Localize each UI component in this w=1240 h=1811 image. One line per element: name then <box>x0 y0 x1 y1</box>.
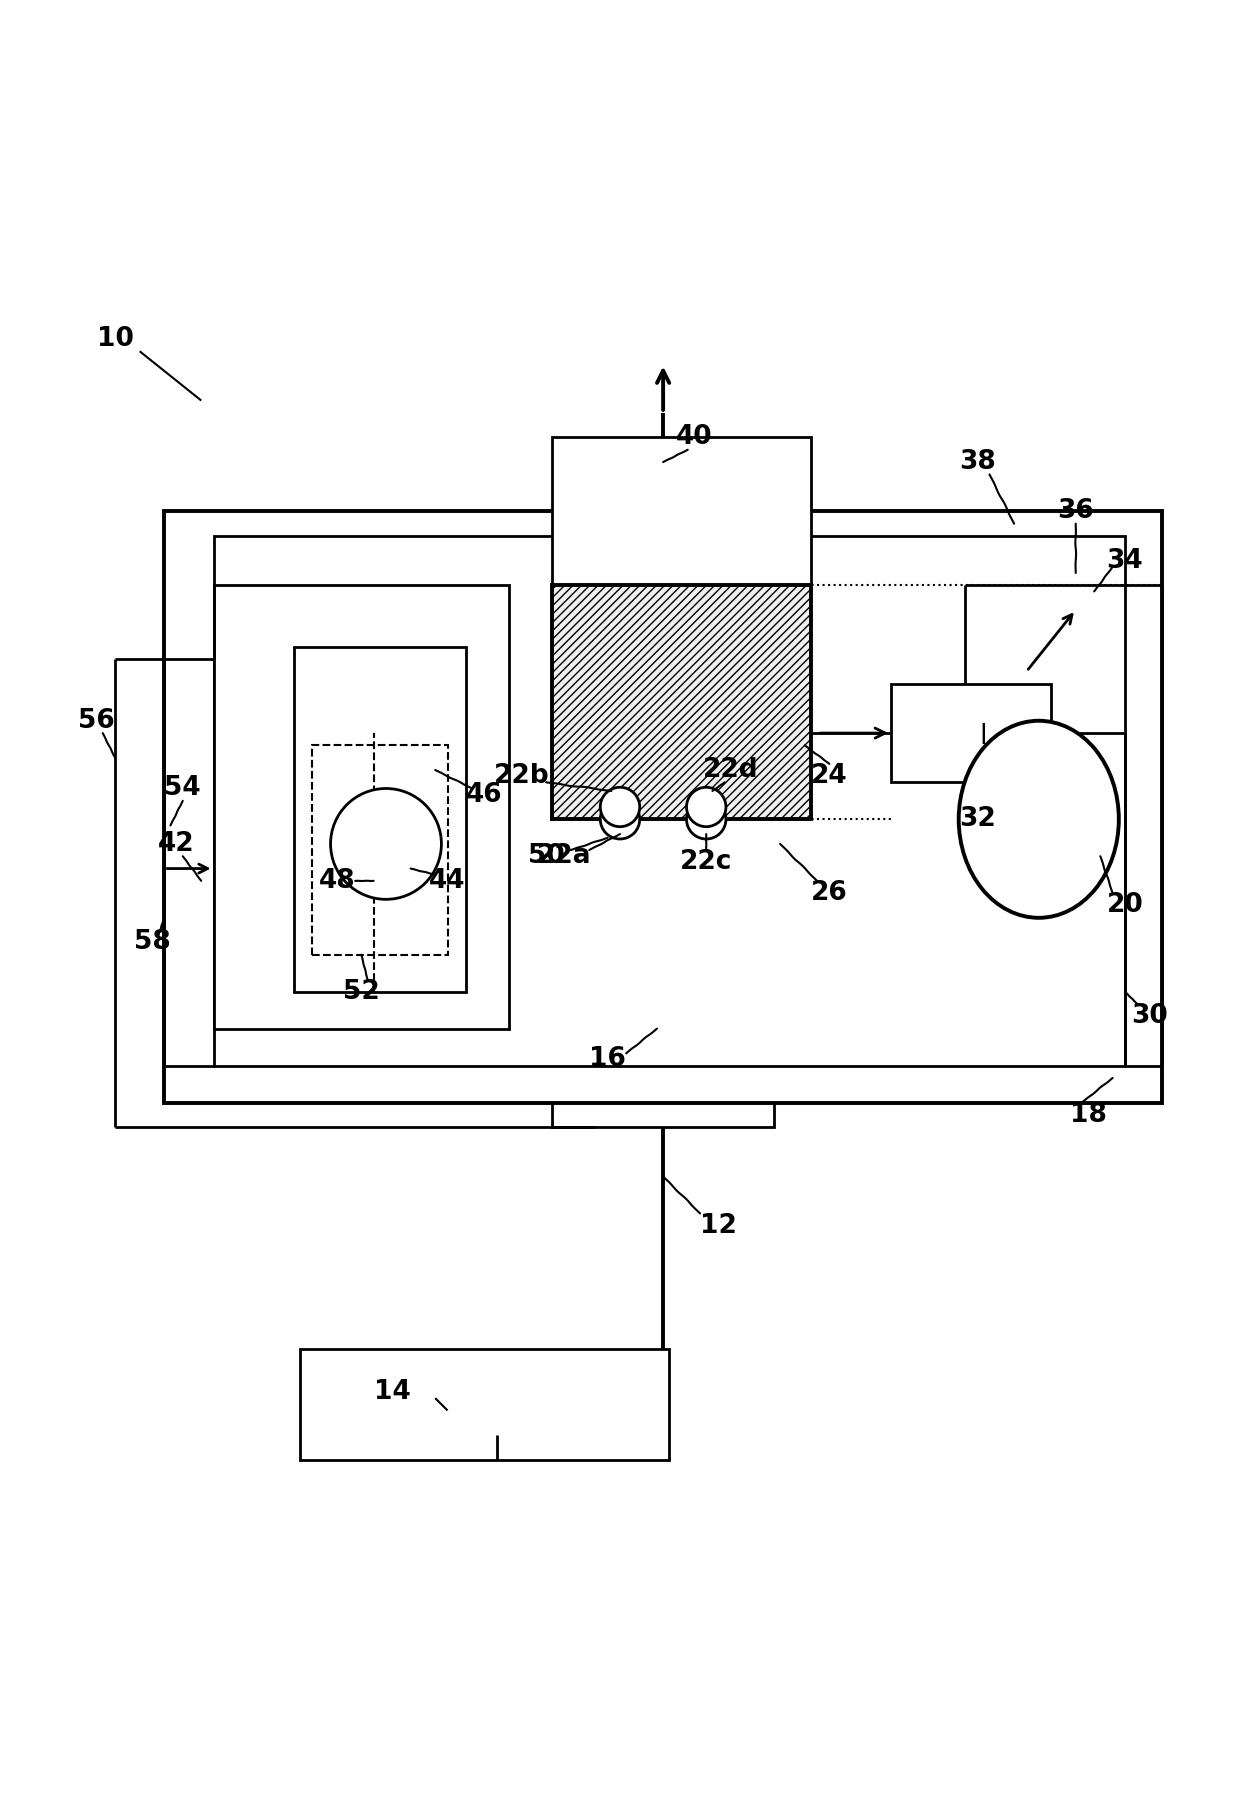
Text: 22c: 22c <box>680 849 733 875</box>
Text: 20: 20 <box>1106 893 1143 918</box>
Text: 50: 50 <box>528 844 564 869</box>
Text: 32: 32 <box>959 806 996 833</box>
Text: 12: 12 <box>701 1213 737 1239</box>
Ellipse shape <box>959 721 1118 918</box>
Text: 22a: 22a <box>537 844 591 869</box>
Text: 40: 40 <box>676 424 712 451</box>
Text: 14: 14 <box>373 1378 410 1405</box>
Text: 26: 26 <box>811 880 848 906</box>
Text: 34: 34 <box>1106 547 1143 574</box>
Text: 44: 44 <box>429 867 466 895</box>
Bar <box>552 819 774 1126</box>
Circle shape <box>331 788 441 900</box>
Text: 38: 38 <box>959 449 996 474</box>
Text: 16: 16 <box>589 1047 626 1072</box>
Circle shape <box>687 800 725 838</box>
Bar <box>213 585 510 1029</box>
Text: 48: 48 <box>319 867 355 895</box>
Text: 18: 18 <box>1070 1101 1106 1128</box>
Bar <box>164 511 1162 1103</box>
Text: |: | <box>980 723 987 744</box>
Text: 54: 54 <box>165 775 201 802</box>
Bar <box>213 536 1125 1065</box>
Text: 52: 52 <box>343 978 379 1005</box>
Text: 30: 30 <box>1131 1003 1168 1029</box>
Bar <box>312 746 448 954</box>
Bar <box>294 647 466 992</box>
Text: 24: 24 <box>811 762 848 790</box>
Circle shape <box>600 788 640 826</box>
Bar <box>300 1349 670 1460</box>
Circle shape <box>600 800 640 838</box>
Bar <box>892 685 1052 782</box>
Text: 22d: 22d <box>703 757 759 782</box>
Text: 46: 46 <box>466 782 503 808</box>
Text: 10: 10 <box>97 326 134 351</box>
Bar <box>552 585 811 819</box>
Bar <box>552 438 811 585</box>
Text: 58: 58 <box>134 929 170 956</box>
Text: 56: 56 <box>78 708 115 733</box>
Text: 42: 42 <box>159 831 195 857</box>
Circle shape <box>687 788 725 826</box>
Text: 36: 36 <box>1058 498 1094 525</box>
Text: 22b: 22b <box>494 762 549 790</box>
